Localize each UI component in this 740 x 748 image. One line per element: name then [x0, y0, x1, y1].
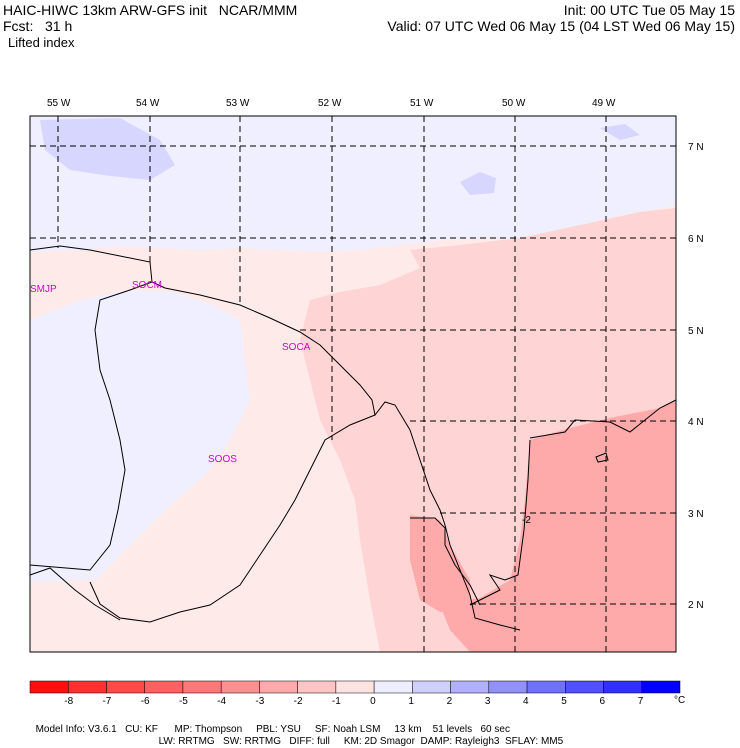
station-label: SOOS	[208, 454, 237, 465]
lon-label: 51 W	[410, 98, 434, 109]
colorbar: -8 -7 -6 -5 -4 -3 -2 -1 0 1 2 3 4 5 6 7	[29, 680, 681, 707]
station-label: SMJP	[30, 284, 57, 295]
field-interior-positive	[30, 290, 250, 582]
colorbar-swatch	[412, 680, 451, 694]
footer-cu: CU: KF	[125, 724, 158, 735]
field-patch-1	[40, 118, 175, 180]
footer-row-1: Model Info: V3.6.1 CU: KF MP: Thompson P…	[30, 712, 510, 736]
field-patch-2	[460, 172, 496, 195]
footer-km: KM: 2D Smagor	[343, 736, 415, 747]
lat-label: 5 N	[688, 326, 704, 337]
footer-model-info: Model Info: V3.6.1	[35, 724, 117, 735]
lon-label: 54 W	[136, 98, 160, 109]
colorbar-swatch	[565, 680, 604, 694]
footer-timestep: 60 sec	[480, 724, 510, 735]
lat-label: 3 N	[688, 509, 704, 520]
contour-value-label: -2	[522, 515, 531, 526]
colorbar-swatch	[259, 680, 298, 694]
lat-label: 7 N	[688, 142, 704, 153]
colorbar-tick-label: 2	[447, 696, 453, 707]
footer-sw: SW: RRTMG	[223, 736, 281, 747]
field-name: Lifted index	[8, 35, 75, 50]
colorbar-tick-label: 5	[561, 696, 567, 707]
colorbar-unit: °C	[674, 695, 685, 706]
contour-line-2	[469, 439, 531, 606]
graticule	[30, 116, 676, 652]
model-title: HAIC-HIWC 13km ARW-GFS init NCAR/MMM	[3, 2, 298, 18]
colorbar-swatch	[488, 680, 528, 694]
colorbar-tick-label: 0	[370, 696, 376, 707]
colorbar-swatch	[641, 680, 681, 694]
lat-label: 2 N	[688, 600, 704, 611]
station-label: SOCA	[282, 342, 311, 353]
lon-label: 55 W	[47, 98, 71, 109]
footer-pbl: PBL: YSU	[256, 724, 301, 735]
colorbar-swatch	[106, 680, 145, 694]
footer-sf: SF: Noah LSM	[314, 724, 381, 735]
colorbar-tick-label: -3	[255, 696, 264, 707]
lon-label: 52 W	[318, 98, 342, 109]
colorbar-swatch	[335, 680, 375, 694]
station-label: SOCM	[132, 280, 162, 291]
field-patch-3	[600, 124, 640, 140]
colorbar-swatch	[450, 680, 490, 694]
footer-diff: DIFF: full	[289, 736, 330, 747]
colorbar-swatch	[373, 680, 413, 694]
colorbar-tick-label: -5	[179, 696, 188, 707]
border-west	[29, 281, 153, 571]
colorbar-tick-label: -1	[332, 696, 341, 707]
colorbar-tick-label: 6	[600, 696, 606, 707]
colorbar-tick-label: -8	[64, 696, 73, 707]
colorbar-tick-label: -6	[141, 696, 150, 707]
border-sw	[29, 567, 121, 621]
footer-lw: LW: RRTMG	[158, 736, 215, 747]
colorbar-swatch	[67, 680, 107, 694]
border-south	[89, 414, 376, 623]
lat-label: 4 N	[688, 417, 704, 428]
lon-label: 49 W	[592, 98, 616, 109]
colorbar-tick-label: 4	[523, 696, 529, 707]
footer-sflay: SFLAY: MM5	[505, 736, 564, 747]
footer-mp: MP: Thompson	[174, 724, 243, 735]
colorbar-tick-label: -4	[217, 696, 226, 707]
lon-label: 50 W	[502, 98, 526, 109]
forecast-hour: Fcst: 31 h	[3, 18, 73, 34]
colorbar-swatch	[220, 680, 260, 694]
footer-levels: 51 levels	[432, 724, 473, 735]
footer-res: 13 km	[394, 724, 422, 735]
init-time: Init: 00 UTC Tue 05 May 15	[563, 2, 735, 18]
lon-label: 53 W	[226, 98, 250, 109]
contour-line	[529, 399, 677, 439]
colorbar-swatch	[297, 680, 337, 694]
colorbar-swatch	[603, 680, 643, 694]
colorbar-swatch	[182, 680, 222, 694]
lat-label: 6 N	[688, 234, 704, 245]
colorbar-swatch	[526, 680, 566, 694]
valid-time: Valid: 07 UTC Wed 06 May 15 (04 LST Wed …	[387, 18, 735, 34]
colorbar-swatch	[144, 680, 184, 694]
colorbar-tick-label: 3	[485, 696, 491, 707]
footer-row-2: LW: RRTMG SW: RRTMG DIFF: full KM: 2D Sm…	[153, 724, 564, 748]
map-frame	[29, 115, 677, 653]
coastline	[29, 245, 521, 631]
footer-damp: DAMP: Rayleigh3	[420, 736, 500, 747]
river	[410, 517, 481, 606]
colorbar-tick-label: 1	[408, 696, 414, 707]
field-strong-negative-2	[410, 515, 470, 612]
colorbar-tick-label: -7	[102, 696, 111, 707]
island	[595, 452, 609, 463]
colorbar-swatch	[29, 680, 69, 694]
colorbar-tick-label: -2	[294, 696, 303, 707]
colorbar-tick-label: 7	[638, 696, 644, 707]
